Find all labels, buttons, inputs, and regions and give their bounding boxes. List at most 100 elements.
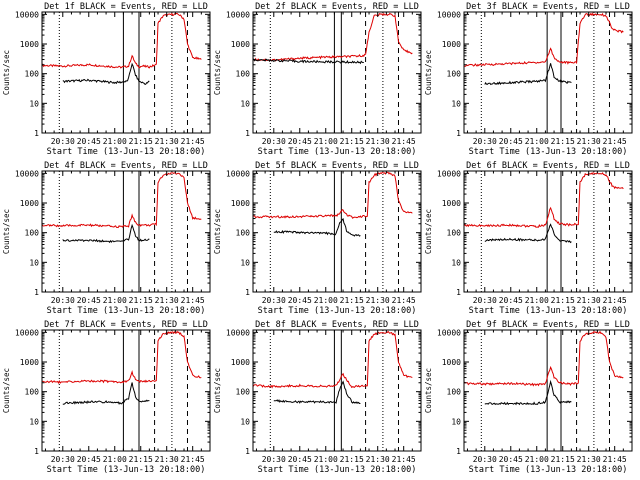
x-tick-label: 20:30 (473, 455, 497, 464)
x-tick-label: 21:15 (340, 137, 364, 146)
x-tick-label: 21:45 (181, 296, 205, 305)
x-tick-label: 21:15 (340, 296, 364, 305)
y-tick-label: 100 (236, 388, 251, 397)
x-tick-label: 21:30 (366, 296, 390, 305)
lld-series-line (41, 172, 202, 229)
y-axis-label: Counts/sec (2, 209, 11, 254)
chart-panel: Det 6f BLACK = Events, RED = LLD 1 10 100 10… (424, 161, 633, 316)
lld-series-line (41, 12, 202, 69)
y-tick-label: 10 (240, 417, 250, 426)
plot-frame (463, 11, 633, 134)
y-tick-label: 100 (447, 70, 462, 79)
y-tick-label: 100 (236, 70, 251, 79)
events-series-line (273, 380, 361, 404)
y-axis-label: Counts/sec (213, 368, 222, 413)
lld-series-line (463, 330, 624, 387)
x-tick-label: 21:00 (525, 296, 549, 305)
events-series-line (62, 382, 150, 405)
x-tick-label: 21:30 (155, 455, 179, 464)
x-tick-label: 21:45 (603, 296, 627, 305)
chart-panel: Det 5f BLACK = Events, RED = LLD 1 10 100 10… (213, 161, 422, 316)
y-tick-label: 1 (34, 447, 39, 456)
plot-frame (463, 170, 633, 293)
y-tick-label: 1000 (231, 358, 250, 367)
plot-frame (252, 329, 422, 452)
chart-title: Det 4f BLACK = Events, RED = LLD (44, 161, 208, 171)
plot-frame (252, 170, 422, 293)
y-tick-label: 10000 (15, 169, 39, 178)
y-tick-label: 1000 (20, 199, 39, 208)
y-tick-label: 10 (29, 258, 39, 267)
x-axis-label: Start Time (13-Jun-13 20:18:00) (469, 465, 628, 475)
x-tick-label: 21:30 (366, 455, 390, 464)
events-series-line (484, 223, 572, 244)
x-tick-label: 20:45 (499, 455, 523, 464)
y-tick-label: 10000 (437, 169, 461, 178)
y-tick-label: 1000 (442, 40, 461, 49)
lld-series-line (252, 12, 413, 62)
y-tick-label: 100 (25, 388, 40, 397)
y-tick-label: 10000 (437, 10, 461, 19)
chart-panel: Det 3f BLACK = Events, RED = LLD 1 10 100 10… (424, 2, 633, 157)
x-tick-label: 21:00 (314, 137, 338, 146)
events-series-line (62, 223, 150, 244)
events-series-line (62, 62, 150, 86)
x-axis-label: Start Time (13-Jun-13 20:18:00) (469, 306, 628, 316)
x-tick-label: 21:15 (340, 455, 364, 464)
x-tick-label: 21:30 (577, 296, 601, 305)
x-axis-label: Start Time (13-Jun-13 20:18:00) (258, 465, 417, 475)
x-tick-label: 21:45 (392, 137, 416, 146)
y-tick-label: 1 (456, 447, 461, 456)
x-tick-label: 21:15 (551, 455, 575, 464)
x-tick-label: 20:45 (288, 455, 312, 464)
x-tick-label: 20:30 (262, 137, 286, 146)
y-tick-label: 10 (29, 99, 39, 108)
y-tick-label: 10 (451, 417, 461, 426)
plot-frame (463, 329, 633, 452)
lld-series-line (252, 171, 413, 219)
x-tick-label: 21:15 (129, 137, 153, 146)
y-tick-label: 10000 (226, 10, 250, 19)
x-tick-label: 21:15 (129, 455, 153, 464)
x-tick-label: 20:45 (288, 137, 312, 146)
x-tick-label: 20:30 (473, 137, 497, 146)
y-tick-label: 10 (29, 417, 39, 426)
x-tick-label: 20:45 (499, 137, 523, 146)
x-tick-label: 21:45 (181, 137, 205, 146)
y-tick-label: 1000 (20, 358, 39, 367)
x-tick-label: 21:30 (577, 455, 601, 464)
chart-panel: Det 1f BLACK = Events, RED = LLD 1 10 100 10… (2, 2, 211, 157)
x-tick-label: 21:00 (525, 137, 549, 146)
y-tick-label: 1 (245, 288, 250, 297)
y-axis-label: Counts/sec (424, 209, 433, 254)
y-tick-label: 10 (451, 99, 461, 108)
chart-panel: Det 9f BLACK = Events, RED = LLD 1 10 100 10… (424, 320, 633, 475)
x-tick-label: 21:15 (129, 296, 153, 305)
y-tick-label: 10 (240, 258, 250, 267)
chart-title: Det 3f BLACK = Events, RED = LLD (466, 2, 630, 12)
x-tick-label: 20:30 (473, 296, 497, 305)
y-tick-label: 10 (240, 99, 250, 108)
lld-series-line (463, 171, 624, 228)
x-axis-label: Start Time (13-Jun-13 20:18:00) (258, 147, 417, 157)
y-tick-label: 10000 (226, 328, 250, 337)
y-tick-label: 10 (451, 258, 461, 267)
x-tick-label: 20:30 (262, 296, 286, 305)
x-tick-label: 20:30 (51, 455, 75, 464)
x-tick-label: 21:00 (103, 137, 127, 146)
chart-panel: Det 2f BLACK = Events, RED = LLD 1 10 100 10… (213, 2, 422, 157)
y-tick-label: 100 (25, 229, 40, 238)
y-tick-label: 100 (447, 388, 462, 397)
y-axis-label: Counts/sec (424, 50, 433, 95)
y-tick-label: 1000 (231, 40, 250, 49)
events-series-line (252, 58, 364, 65)
x-tick-label: 21:30 (155, 137, 179, 146)
chart-title: Det 6f BLACK = Events, RED = LLD (466, 161, 630, 171)
chart-title: Det 2f BLACK = Events, RED = LLD (255, 2, 419, 12)
y-axis-label: Counts/sec (213, 50, 222, 95)
x-tick-label: 20:30 (51, 296, 75, 305)
x-axis-label: Start Time (13-Jun-13 20:18:00) (47, 465, 206, 475)
y-tick-label: 1 (245, 129, 250, 138)
y-tick-label: 1000 (442, 358, 461, 367)
y-tick-label: 1000 (442, 199, 461, 208)
